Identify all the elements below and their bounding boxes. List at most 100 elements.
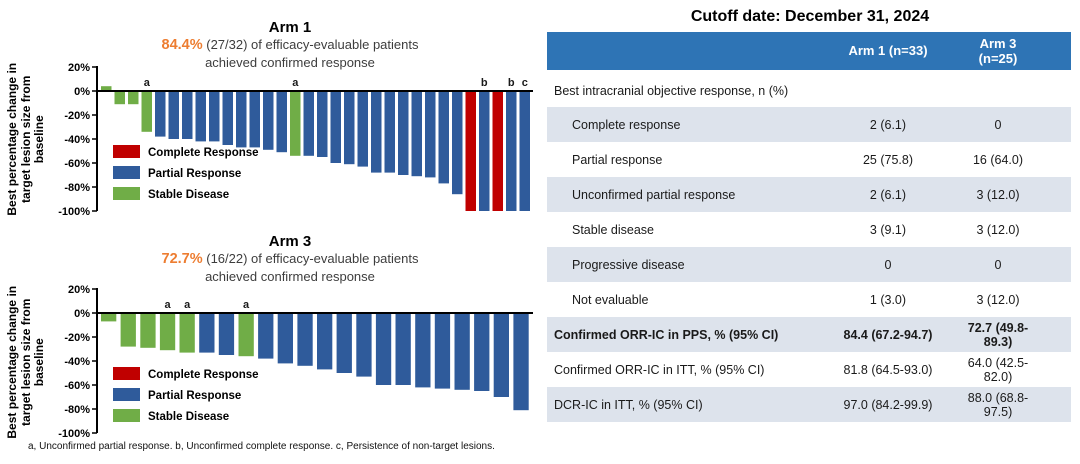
waterfall-bar-pr: [297, 313, 313, 366]
cell-arm3: 16 (64.0): [972, 152, 1024, 167]
y-axis-label-line: Best percentage change in: [4, 285, 19, 439]
arm1-subtitle-line2: achieved confirmed response: [205, 55, 375, 70]
cell-arm1: [817, 72, 959, 107]
cell-arm3: 72.7 (49.8-89.3): [959, 317, 1071, 352]
cutoff-date-title: Cutoff date: December 31, 2024: [690, 8, 930, 25]
table-row: Partial response 25 (75.8) 16 (64.0): [547, 142, 1071, 177]
waterfall-bar-pr: [276, 91, 287, 153]
waterfall-bar-sd: [128, 91, 139, 105]
waterfall-bar-pr: [249, 91, 260, 148]
y-tick-label: -20%: [64, 110, 90, 122]
bar-annotation: c: [522, 77, 528, 89]
waterfall-bar-pr: [357, 91, 368, 167]
waterfall-bar-pr: [493, 313, 509, 397]
table-row: Confirmed ORR-IC in PPS, % (95% CI) 84.4 …: [547, 317, 1071, 352]
arm3-chart-title: Arm 3: [268, 233, 312, 250]
waterfall-bar-pr: [411, 91, 422, 177]
waterfall-bar-sd: [290, 91, 301, 156]
waterfall-bar-pr: [258, 313, 274, 359]
bar-annotation: b: [481, 77, 488, 89]
legend-label: Partial Response: [148, 390, 241, 402]
arm1-y-axis-label: Best percentage change in target lesion …: [5, 53, 47, 225]
y-tick-label: -20%: [64, 332, 90, 344]
cell-arm3: [959, 72, 1071, 107]
waterfall-bar-pr: [263, 91, 274, 150]
legend-label: Complete Response: [148, 147, 259, 159]
cell-arm1: 1 (3.0): [869, 292, 907, 307]
arm3-subtitle-line2: achieved confirmed response: [205, 269, 375, 284]
bar-annotation: a: [144, 77, 151, 89]
cell-arm1: 84.4 (67.2-94.7): [817, 317, 959, 352]
waterfall-bar-pr: [344, 91, 355, 165]
table-header-row: Arm 1 (n=33) Arm 3 (n=25): [547, 32, 1071, 75]
header-arm3: Arm 3 (n=25): [959, 32, 1071, 75]
header-empty-cell: [547, 32, 817, 75]
legend-label: Stable Disease: [148, 189, 229, 201]
arm1-title-block: Arm 1 84.4% (27/32) of efficacy-evaluabl…: [40, 19, 540, 71]
bar-annotation: b: [508, 77, 515, 89]
legend-swatch-cr: [113, 145, 140, 158]
waterfall-bar-pr: [371, 91, 382, 173]
arm3-chart-subtitle: 72.7% (16/22) of efficacy-evaluable pati…: [40, 250, 540, 268]
cell-arm3: 64.0 (42.5-82.0): [967, 355, 1029, 384]
waterfall-bar-sd: [140, 313, 156, 348]
waterfall-bar-pr: [375, 313, 392, 385]
waterfall-bar-sd: [101, 86, 112, 91]
y-tick-label: 0%: [74, 86, 90, 98]
arm3-subtitle-rest: (16/22) of efficacy-evaluable patients: [206, 251, 419, 266]
results-table: Arm 1 (n=33) Arm 3 (n=25) Best intracran…: [547, 32, 1071, 422]
waterfall-bar-cr: [492, 91, 503, 211]
waterfall-bar-sd: [159, 313, 176, 351]
arm3-response-rate: 72.7%: [161, 251, 203, 267]
waterfall-bar-sd: [141, 91, 152, 132]
bar-annotation: a: [292, 77, 299, 89]
waterfall-bar-pr: [438, 91, 449, 184]
cell-arm3: 3 (12.0): [959, 177, 1071, 212]
waterfall-bar-pr: [336, 313, 352, 373]
waterfall-bar-pr: [434, 313, 451, 389]
row-label: Not evaluable: [572, 292, 649, 307]
row-label: Unconfirmed partial response: [547, 177, 817, 212]
waterfall-bar-pr: [415, 313, 431, 388]
waterfall-bar-pr: [506, 91, 517, 211]
table-row: Stable disease 3 (9.1) 3 (12.0): [547, 212, 1071, 247]
cell-arm1: 97.0 (84.2-99.9): [817, 387, 959, 422]
arm3-waterfall-plot: a a a20%0%-20%-40%-60%-80%-100%Complete Re…: [58, 284, 533, 440]
y-tick-label: -100%: [58, 428, 90, 440]
results-table-pane: Cutoff date: December 31, 2024 Arm 1 (n=…: [540, 0, 1080, 464]
waterfall-bar-sd: [120, 313, 136, 347]
y-tick-label: -40%: [64, 356, 90, 368]
arm3-y-axis-label: Best percentage change in target lesion …: [4, 276, 47, 448]
row-label: Stable disease: [572, 222, 655, 237]
waterfall-bar-pr: [195, 91, 206, 142]
waterfall-bar-pr: [384, 91, 395, 173]
legend-label: Complete Response: [148, 369, 259, 381]
cell-arm3: 3 (12.0): [976, 222, 1020, 237]
waterfall-bar-pr: [479, 91, 490, 211]
bar-annotation: a: [165, 299, 172, 311]
y-tick-label: 20%: [68, 284, 90, 296]
waterfall-bar-pr: [236, 91, 247, 148]
legend-label: Partial Response: [148, 168, 241, 180]
waterfall-bar-cr: [465, 91, 476, 211]
waterfall-bar-pr: [356, 313, 372, 377]
waterfall-bar-pr: [218, 313, 235, 355]
header-arm1: Arm 1 (n=33): [817, 32, 959, 75]
y-tick-label: -60%: [64, 380, 90, 392]
waterfall-bar-pr: [317, 313, 333, 370]
y-axis-label-line: baseline: [31, 115, 46, 164]
waterfall-bar-pr: [454, 313, 470, 390]
row-label: Best intracranial objective response, n …: [554, 83, 789, 98]
waterfall-bar-sd: [114, 91, 125, 105]
waterfall-charts-pane: Arm 1 84.4% (27/32) of efficacy-evaluabl…: [4, 19, 540, 452]
y-axis-label-line: target lesion size from: [18, 75, 33, 203]
row-label: Progressive disease: [547, 247, 817, 282]
arm3-title-block: Arm 3 72.7% (16/22) of efficacy-evaluabl…: [40, 233, 540, 285]
table-row: Confirmed ORR-IC in ITT, % (95% CI) 81.8 …: [547, 352, 1071, 387]
results-table-body: Best intracranial objective response, n …: [547, 72, 1071, 422]
table-row: Progressive disease 0 0: [547, 247, 1071, 282]
cell-arm3: 0: [959, 107, 1071, 142]
row-label: Confirmed ORR-IC in ITT, % (95% CI): [554, 362, 765, 377]
row-label: Confirmed ORR-IC in PPS, % (95% CI): [547, 317, 817, 352]
